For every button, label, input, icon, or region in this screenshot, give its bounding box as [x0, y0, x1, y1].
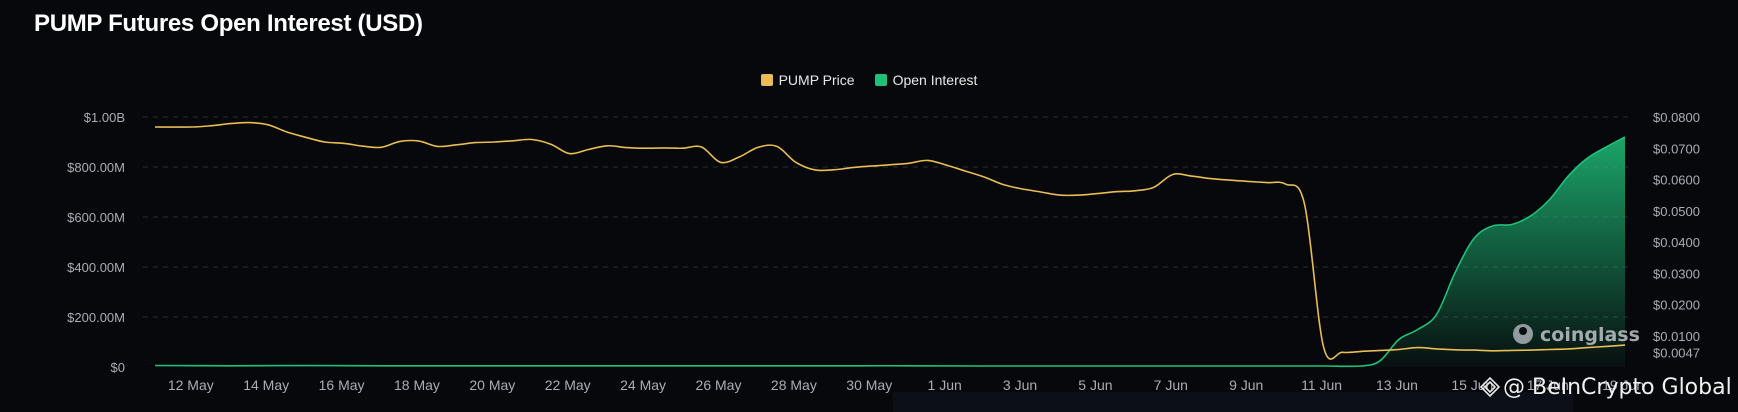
- beincrypto-logo-icon: [1479, 376, 1501, 398]
- x-tick-label: 30 May: [846, 377, 892, 393]
- x-tick-label: 14 May: [243, 377, 289, 393]
- y-left-tick-label: $0: [111, 360, 125, 375]
- legend-label-open-interest: Open Interest: [892, 72, 978, 88]
- chart-legend: PUMP Price Open Interest: [0, 72, 1738, 88]
- y-axis-right: $0.0800 $0.0700 $0.0600 $0.0500 $0.0400 $0.03…: [1653, 110, 1700, 360]
- bottom-overlay-panel: [893, 392, 1573, 412]
- y-right-tick-label: $0.0047: [1653, 345, 1700, 360]
- x-tick-label: 3 Jun: [1003, 377, 1037, 393]
- x-tick-label: 9 Jun: [1229, 377, 1263, 393]
- x-tick-label: 26 May: [696, 377, 742, 393]
- y-axis-left: $1.00B $800.00M $600.00M $400.00M $200.00M $0: [67, 110, 125, 375]
- y-right-tick-label: $0.0600: [1653, 173, 1700, 188]
- beincrypto-watermark-text: @ BeInCrypto Global: [1503, 375, 1732, 400]
- x-tick-label: 12 May: [168, 377, 214, 393]
- open-interest-line: [154, 136, 1626, 368]
- x-tick-label: 16 May: [319, 377, 365, 393]
- y-right-tick-label: $0.0400: [1653, 235, 1700, 250]
- open-interest-area: [155, 137, 1625, 367]
- y-left-tick-label: $800.00M: [67, 160, 125, 175]
- y-right-tick-label: $0.0300: [1653, 266, 1700, 281]
- x-tick-label: 28 May: [771, 377, 817, 393]
- y-left-tick-label: $400.00M: [67, 260, 125, 275]
- x-tick-label: 17 Jun: [1527, 377, 1569, 393]
- legend-item-open-interest[interactable]: Open Interest: [874, 72, 978, 88]
- coinglass-watermark-text: coinglass: [1540, 324, 1640, 346]
- legend-swatch-open-interest: [874, 74, 887, 86]
- x-axis: 12 May 14 May 16 May 18 May 20 May 22 May 24 M…: [168, 377, 1644, 393]
- x-tick-label: 1 Jun: [928, 377, 962, 393]
- pump-price-line: [154, 121, 1626, 360]
- legend-label-pump-price: PUMP Price: [778, 72, 855, 88]
- x-tick-label: 22 May: [545, 377, 591, 393]
- y-left-tick-label: $1.00B: [84, 110, 125, 125]
- legend-item-pump-price[interactable]: PUMP Price: [760, 72, 855, 88]
- x-tick-label: 5 Jun: [1078, 377, 1112, 393]
- x-tick-label: 7 Jun: [1154, 377, 1188, 393]
- x-tick-label: 24 May: [620, 377, 666, 393]
- y-right-tick-label: $0.0200: [1653, 298, 1700, 313]
- y-left-tick-label: $600.00M: [67, 210, 125, 225]
- chart-title: PUMP Futures Open Interest (USD): [34, 10, 423, 37]
- y-right-tick-label: $0.0100: [1653, 329, 1700, 344]
- y-left-tick-label: $200.00M: [67, 310, 125, 325]
- y-right-tick-label: $0.0500: [1653, 204, 1700, 219]
- y-right-tick-label: $0.0700: [1653, 141, 1700, 156]
- legend-swatch-pump-price: [760, 74, 773, 86]
- x-tick-label: 18 May: [394, 377, 440, 393]
- beincrypto-watermark: @ BeInCrypto Global: [1479, 375, 1732, 400]
- y-right-tick-label: $0.0800: [1653, 110, 1700, 125]
- x-tick-label: 11 Jun: [1301, 377, 1342, 393]
- x-tick-label: 19 Jun: [1602, 377, 1644, 393]
- grid-lines: [143, 116, 1633, 318]
- coinglass-watermark: coinglass: [1513, 324, 1640, 346]
- x-tick-label: 13 Jun: [1376, 377, 1418, 393]
- x-tick-label: 20 May: [469, 377, 515, 393]
